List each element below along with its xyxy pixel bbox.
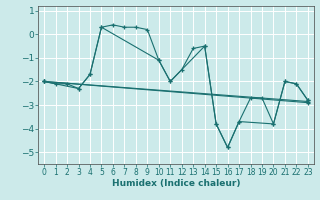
X-axis label: Humidex (Indice chaleur): Humidex (Indice chaleur) <box>112 179 240 188</box>
